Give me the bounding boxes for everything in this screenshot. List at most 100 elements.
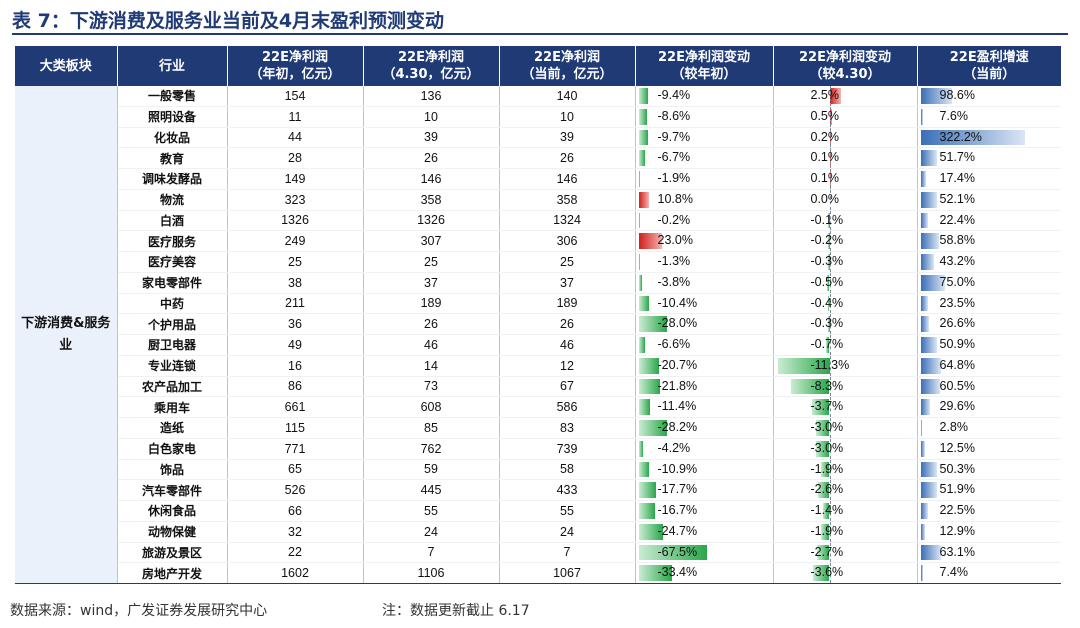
table-row: 专业连锁 16 14 12 -20.7% -11.3% 64.8% [15, 355, 1061, 377]
np-430-cell: 25 [363, 251, 500, 273]
np-430-cell: 1326 [363, 210, 500, 232]
sector-cell: 下游消费&服务业 [15, 86, 118, 584]
chg-430-bar [827, 295, 830, 312]
industry-cell: 医疗美容 [117, 251, 228, 273]
chg-430-value: -11.3% [810, 357, 850, 372]
industry-cell: 房地产开发 [117, 562, 228, 584]
table-row: 动物保健 32 24 24 -24.7% -1.9% 12.9% [15, 521, 1061, 543]
table-row: 教育 28 26 26 -6.7% 0.1% 51.7% [15, 147, 1061, 169]
np-430-cell: 608 [363, 396, 500, 418]
growth-bar [920, 274, 945, 291]
chg-begin-cell: -9.4% [635, 86, 774, 107]
chg-begin-bar [638, 378, 661, 395]
np-now-cell: 26 [499, 147, 636, 169]
chg-430-axis [829, 418, 831, 438]
growth-cell: 7.6% [917, 106, 1061, 128]
growth-cell: 23.5% [917, 293, 1061, 315]
header-np-430: 22E净利润 （4.30，亿元） [363, 46, 500, 86]
chg-430-axis [829, 376, 831, 397]
growth-cell: 52.1% [917, 189, 1061, 211]
np-begin-cell: 771 [227, 438, 364, 460]
industry-cell: 教育 [117, 147, 228, 169]
table-row: 中药 211 189 189 -10.4% -0.4% 23.5% [15, 293, 1061, 315]
chg-430-bar [820, 523, 830, 540]
np-now-cell: 7 [499, 542, 636, 564]
np-now-cell: 46 [499, 334, 636, 356]
chg-430-value: 0.5% [810, 108, 840, 123]
chg-430-cell: -1.9% [773, 521, 918, 543]
chg-begin-bar [638, 171, 641, 187]
np-now-cell: 24 [499, 521, 636, 543]
chg-430-cell: -0.3% [773, 251, 918, 273]
growth-cell: 51.7% [917, 147, 1061, 169]
chg-begin-cell: -4.2% [635, 438, 774, 460]
np-now-cell: 1324 [499, 210, 636, 232]
growth-bar [920, 88, 953, 104]
growth-cell: 64.8% [917, 355, 1061, 377]
chg-begin-cell: 10.8% [635, 189, 774, 211]
np-430-cell: 26 [363, 147, 500, 169]
chg-begin-value: -6.6% [657, 337, 691, 351]
np-430-cell: 85 [363, 417, 500, 439]
chg-begin-value: -1.9% [657, 171, 691, 185]
chg-begin-bar [638, 482, 657, 498]
growth-cell: 322.2% [917, 127, 1061, 149]
growth-value: 23.5% [939, 295, 975, 310]
growth-value: 51.9% [939, 482, 975, 497]
chg-430-bar [817, 544, 830, 561]
industry-cell: 乘用车 [117, 396, 228, 418]
growth-bar [920, 212, 928, 229]
chg-430-cell: -3.0% [773, 438, 918, 460]
growth-value: 12.5% [939, 440, 975, 455]
chg-begin-value: -9.4% [657, 88, 691, 102]
forecast-table: 大类板块 行业 22E净利润 （年初，亿元） 22E净利润 （4.30，亿元） 22… [15, 46, 1061, 584]
chg-430-axis [829, 542, 831, 563]
chg-begin-cell: -1.3% [635, 251, 774, 273]
np-430-cell: 146 [363, 168, 500, 190]
table-row: 家电零部件 38 37 37 -3.8% -0.5% 75.0% [15, 272, 1061, 294]
np-begin-cell: 66 [227, 500, 364, 522]
np-now-cell: 306 [499, 230, 636, 252]
np-now-cell: 58 [499, 459, 636, 481]
table-row: 农产品加工 86 73 67 -21.8% -8.3% 60.5% [15, 376, 1061, 398]
np-430-cell: 358 [363, 189, 500, 211]
chg-430-axis [829, 397, 831, 417]
chg-begin-value: -28.2% [657, 420, 698, 434]
chg-430-cell: -1.4% [773, 500, 918, 522]
chg-begin-value: -8.6% [657, 108, 691, 123]
np-begin-cell: 11 [227, 106, 364, 128]
growth-value: 22.5% [939, 503, 975, 517]
industry-cell: 厨卫电器 [117, 334, 228, 356]
chg-430-value: -1.9% [810, 523, 844, 538]
chg-430-axis [829, 148, 831, 168]
chg-begin-cell: -9.7% [635, 127, 774, 149]
chg-430-value: -0.4% [810, 295, 844, 310]
growth-cell: 98.6% [917, 86, 1061, 107]
chg-begin-cell: -17.7% [635, 479, 774, 501]
chg-430-value: -1.9% [810, 461, 844, 476]
np-430-cell: 136 [363, 86, 500, 107]
chg-begin-bar [638, 150, 646, 166]
title-divider [12, 33, 1068, 35]
np-begin-cell: 28 [227, 147, 364, 169]
chg-430-cell: -11.3% [773, 355, 918, 377]
table-row: 旅游及景区 22 7 7 -67.5% -2.7% 63.1% [15, 542, 1061, 564]
growth-cell: 22.4% [917, 210, 1061, 232]
chg-begin-value: -3.8% [657, 274, 691, 289]
growth-cell: 50.9% [917, 334, 1061, 356]
growth-bar [920, 108, 923, 125]
chg-430-cell: -1.9% [773, 459, 918, 481]
chg-begin-value: -67.5% [657, 544, 698, 559]
chg-430-cell: -3.6% [773, 562, 918, 584]
np-begin-cell: 149 [227, 168, 364, 190]
growth-value: 12.9% [939, 523, 975, 538]
chg-begin-cell: -10.9% [635, 459, 774, 481]
chg-430-value: 0.2% [810, 129, 840, 144]
chg-430-bar [817, 482, 830, 498]
np-now-cell: 586 [499, 396, 636, 418]
chg-430-axis [829, 272, 831, 293]
growth-bar [920, 357, 942, 374]
growth-value: 7.4% [939, 565, 969, 580]
np-430-cell: 445 [363, 479, 500, 501]
growth-cell: 63.1% [917, 542, 1061, 564]
